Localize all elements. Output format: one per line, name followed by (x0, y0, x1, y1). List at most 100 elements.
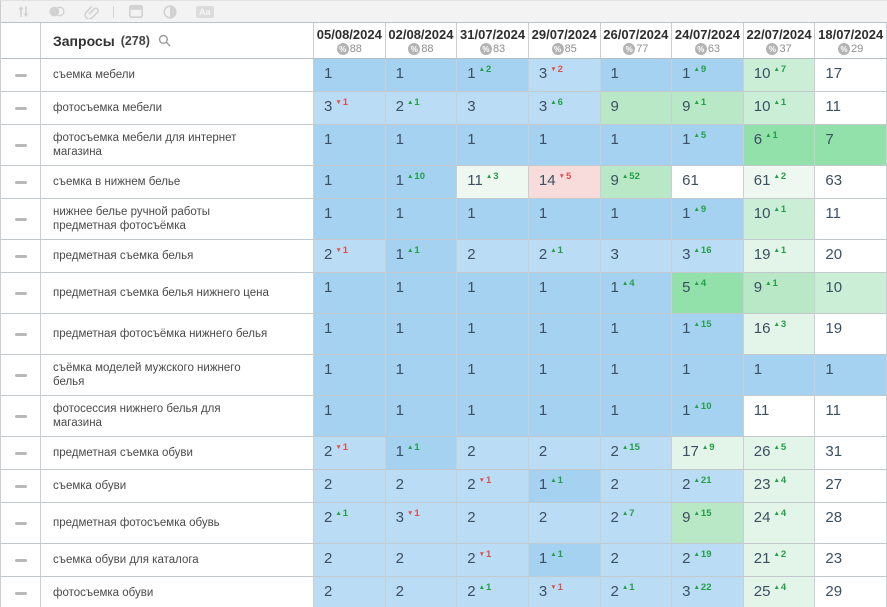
row-handle[interactable] (1, 470, 41, 503)
position-cell[interactable]: 2 (314, 577, 386, 607)
position-cell[interactable]: 3 ▲16 (672, 240, 744, 273)
position-cell[interactable]: 1 (314, 396, 386, 437)
position-cell[interactable]: 6 ▲1 (743, 125, 816, 166)
position-cell[interactable]: 2 (314, 544, 386, 577)
position-cell[interactable]: 1 (385, 199, 458, 240)
date-column-header[interactable]: 24/07/2024 % 63 (672, 23, 744, 58)
row-handle[interactable] (1, 577, 41, 607)
position-cell[interactable]: 2 (528, 437, 601, 470)
position-cell[interactable]: 1 (600, 125, 673, 166)
position-cell[interactable]: 61 ▲2 (743, 166, 816, 199)
position-cell[interactable]: 19 (815, 314, 887, 355)
position-cell[interactable]: 1 (385, 273, 458, 314)
position-cell[interactable]: 2 ▲21 (672, 470, 744, 503)
position-cell[interactable]: 21 ▲2 (743, 544, 816, 577)
position-cell[interactable]: 1 (457, 396, 529, 437)
position-cell[interactable]: 11 (743, 396, 816, 437)
position-cell[interactable]: 1 (528, 355, 601, 396)
position-cell[interactable]: 3 (600, 240, 673, 273)
position-cell[interactable]: 1 ▲15 (672, 314, 744, 355)
position-cell[interactable]: 1 (314, 125, 386, 166)
position-cell[interactable]: 3 ▲22 (672, 577, 744, 607)
contrast-icon[interactable] (162, 4, 178, 19)
position-cell[interactable]: 1 (457, 355, 529, 396)
position-cell[interactable]: 1 ▲1 (528, 470, 601, 503)
date-column-header[interactable]: 31/07/2024 % 83 (457, 23, 529, 58)
position-cell[interactable]: 2 ▲1 (314, 503, 386, 544)
position-cell[interactable]: 23 ▲4 (743, 470, 816, 503)
position-cell[interactable]: 1 ▲9 (672, 199, 744, 240)
row-handle[interactable] (1, 396, 41, 437)
position-cell[interactable]: 1 (457, 199, 529, 240)
window-icon[interactable] (128, 5, 144, 19)
query-cell[interactable]: съемка мебели (41, 59, 314, 92)
row-handle[interactable] (1, 544, 41, 577)
position-cell[interactable]: 1 (528, 125, 601, 166)
position-cell[interactable]: 3 ▼1 (528, 577, 601, 607)
position-cell[interactable]: 31 (815, 437, 887, 470)
position-cell[interactable]: 10 ▲1 (743, 199, 816, 240)
date-column-header[interactable]: 29/07/2024 % 85 (528, 23, 601, 58)
position-cell[interactable]: 19 ▲1 (743, 240, 816, 273)
position-cell[interactable]: 24 ▲4 (743, 503, 816, 544)
position-cell[interactable]: 25 ▲4 (743, 577, 816, 607)
search-icon[interactable] (158, 34, 171, 47)
position-cell[interactable]: 1 (600, 59, 673, 92)
position-cell[interactable]: 2 ▲1 (385, 92, 458, 125)
position-cell[interactable]: 2 ▼1 (314, 437, 386, 470)
position-cell[interactable]: 3 (457, 92, 529, 125)
row-handle[interactable] (1, 59, 41, 92)
query-cell[interactable]: съемка в нижнем белье (41, 166, 314, 199)
position-cell[interactable]: 23 (815, 544, 887, 577)
position-cell[interactable]: 1 (385, 59, 458, 92)
date-column-header[interactable]: 02/08/2024 % 88 (385, 23, 458, 58)
query-cell[interactable]: съемка обуви (41, 470, 314, 503)
position-cell[interactable]: 20 (815, 240, 887, 273)
query-cell[interactable]: предметная съемка обуви (41, 437, 314, 470)
position-cell[interactable]: 1 (815, 355, 887, 396)
position-cell[interactable]: 2 (457, 240, 529, 273)
position-cell[interactable]: 1 ▲9 (672, 59, 744, 92)
position-cell[interactable]: 2 ▲1 (600, 577, 673, 607)
position-cell[interactable]: 1 (314, 166, 386, 199)
position-cell[interactable]: 1 (385, 396, 458, 437)
position-cell[interactable]: 11 (815, 396, 887, 437)
position-cell[interactable]: 9 ▲1 (743, 273, 816, 314)
position-cell[interactable]: 1 (314, 314, 386, 355)
position-cell[interactable]: 3 ▼2 (528, 59, 601, 92)
row-handle[interactable] (1, 240, 41, 273)
position-cell[interactable]: 2 (457, 503, 529, 544)
position-cell[interactable]: 1 (528, 273, 601, 314)
position-cell[interactable]: 1 (385, 314, 458, 355)
position-cell[interactable]: 63 (815, 166, 887, 199)
position-cell[interactable]: 1 (600, 396, 673, 437)
position-cell[interactable]: 1 (314, 59, 386, 92)
position-cell[interactable]: 2 (528, 503, 601, 544)
position-cell[interactable]: 3 ▼1 (314, 92, 386, 125)
position-cell[interactable]: 26 ▲5 (743, 437, 816, 470)
position-cell[interactable]: 1 (672, 355, 744, 396)
position-cell[interactable]: 1 (314, 355, 386, 396)
row-handle[interactable] (1, 314, 41, 355)
query-cell[interactable]: предметная фотосъёмка нижнего белья (41, 314, 314, 355)
query-cell[interactable]: съёмка моделей мужского нижнего белья (41, 355, 314, 396)
row-handle[interactable] (1, 273, 41, 314)
position-cell[interactable]: 14 ▼5 (528, 166, 601, 199)
position-cell[interactable]: 1 (314, 199, 386, 240)
sort-icon[interactable] (15, 5, 31, 19)
position-cell[interactable]: 2 (600, 470, 673, 503)
position-cell[interactable]: 1 (457, 125, 529, 166)
row-handle[interactable] (1, 355, 41, 396)
position-cell[interactable]: 2 ▲7 (600, 503, 673, 544)
position-cell[interactable]: 2 ▲1 (457, 577, 529, 607)
query-cell[interactable]: фотосъемка обуви (41, 577, 314, 607)
position-cell[interactable]: 28 (815, 503, 887, 544)
position-cell[interactable]: 2 ▲1 (528, 240, 601, 273)
position-cell[interactable]: 2 ▲15 (600, 437, 673, 470)
position-cell[interactable]: 10 (815, 273, 887, 314)
position-cell[interactable]: 11 (815, 199, 887, 240)
query-cell[interactable]: фотосессия нижнего белья для магазина (41, 396, 314, 437)
position-cell[interactable]: 10 ▲7 (743, 59, 816, 92)
date-column-header[interactable]: 18/07/2024 % 29 (815, 23, 887, 58)
position-cell[interactable]: 2 ▼1 (457, 470, 529, 503)
